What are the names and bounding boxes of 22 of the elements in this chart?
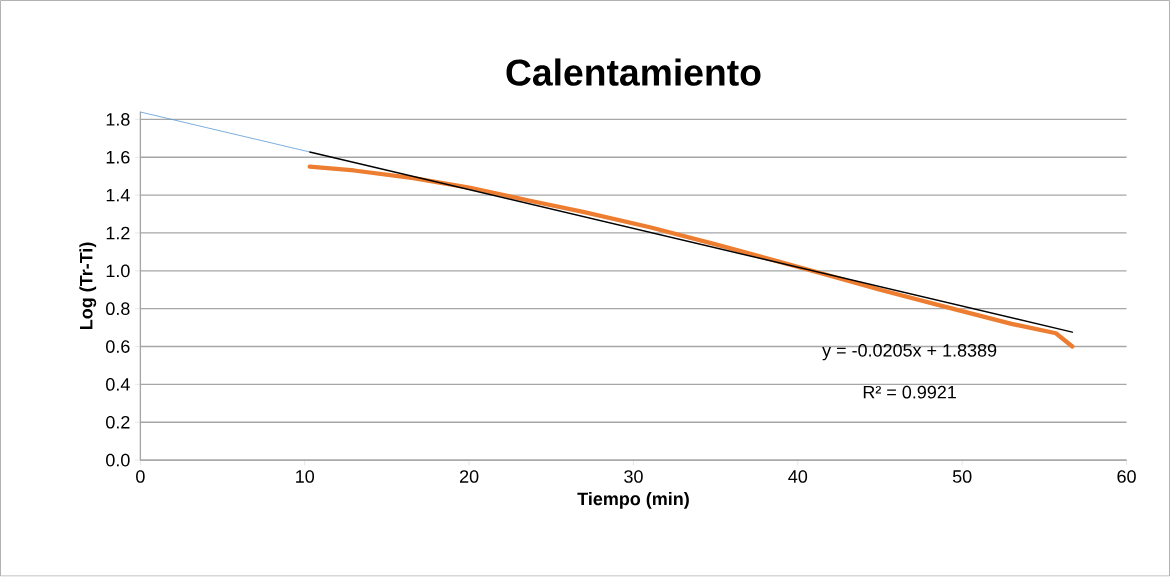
y-tick-label: 1.8 [106,113,130,126]
y-tick-label: 0.6 [106,340,130,354]
x-tick-label: 20 [460,470,479,484]
x-tick-label: 60 [1117,470,1136,484]
y-tick-label: 0.2 [106,416,130,429]
y-tick-label: 0.0 [106,453,130,467]
y-tick-label: 1.6 [106,151,130,164]
x-tick-label: 0 [136,470,145,484]
x-tick-label: 30 [624,470,643,484]
annotation: R² = 0.9921 [863,386,956,399]
x-tick-label: 10 [296,470,315,484]
y-tick-label: 0.4 [106,378,130,391]
x-tick-label: 40 [788,470,808,484]
y-axis-title: Log (Tr-Ti) [79,242,97,330]
x-tick-label: 50 [952,470,972,484]
y-tick-label: 1.4 [106,189,130,202]
x-axis-title: Tiempo (min) [577,492,689,510]
chart-title: Calentamiento [506,58,761,87]
y-tick-label: 0.8 [106,302,130,316]
y-tick-label: 1.2 [106,226,130,240]
y-tick-label: 1.0 [106,264,130,278]
annotation: y = -0.0205x + 1.8389 [822,344,997,361]
